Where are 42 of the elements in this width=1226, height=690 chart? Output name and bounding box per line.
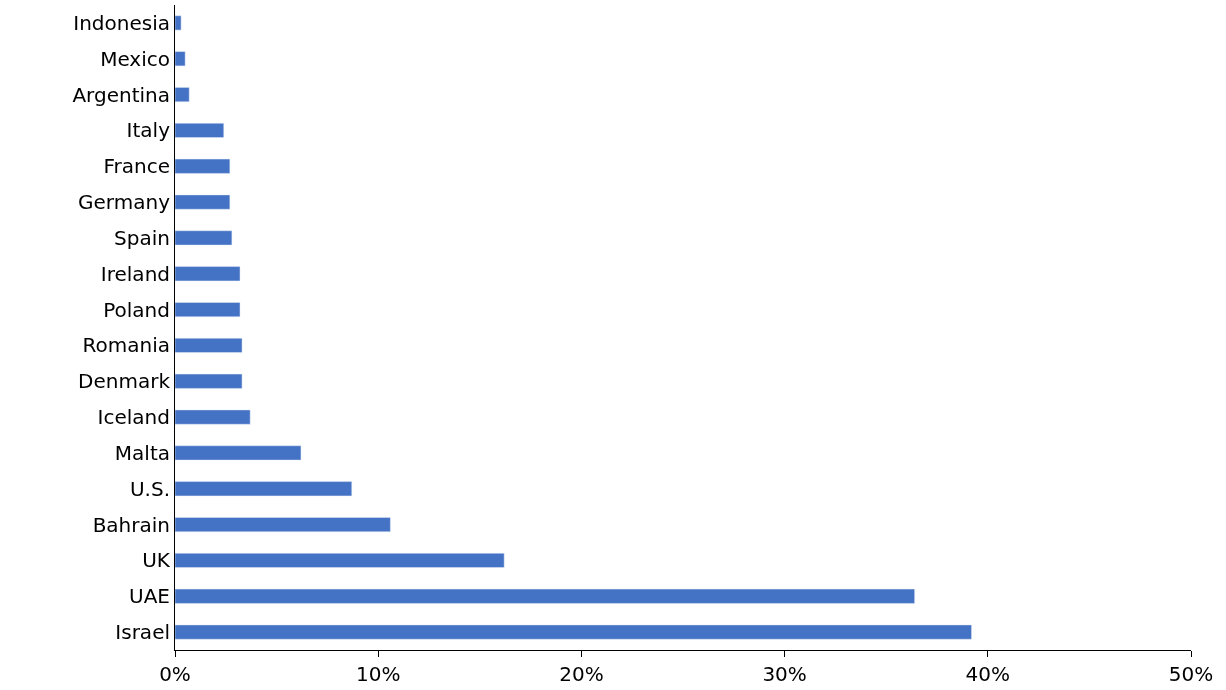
y-tick-label: Israel	[115, 620, 170, 645]
x-tick-label: 20%	[559, 662, 604, 686]
bar	[175, 230, 233, 246]
y-tick-label: France	[103, 154, 170, 179]
x-tick-label: 40%	[965, 662, 1011, 686]
bar	[175, 51, 186, 67]
bar	[175, 87, 190, 102]
bar	[175, 588, 915, 604]
bar	[175, 15, 182, 31]
y-tick-label: Malta	[114, 440, 170, 465]
y-tick-label: Poland	[103, 297, 170, 322]
bar	[175, 302, 241, 317]
bar	[175, 373, 243, 389]
bar	[175, 445, 302, 461]
bar	[175, 338, 243, 353]
y-tick-label: U.S.	[129, 476, 170, 501]
bar	[175, 481, 353, 497]
y-tick-label: UAE	[129, 584, 170, 609]
y-tick-label: Romania	[82, 333, 170, 358]
x-tick-label: 50%	[1168, 662, 1214, 686]
y-tick-label: Spain	[114, 225, 170, 250]
y-tick-label: Germany	[78, 190, 171, 215]
bar	[175, 517, 391, 532]
y-tick-label: Ireland	[100, 261, 170, 286]
y-tick-label: Iceland	[97, 405, 170, 430]
y-tick-label: Indonesia	[73, 10, 170, 35]
x-tick-label: 10%	[355, 662, 401, 686]
bar	[175, 624, 972, 640]
bar	[175, 123, 225, 138]
bar	[175, 158, 231, 174]
y-tick-label: Mexico	[100, 46, 170, 71]
y-tick-label: Argentina	[72, 82, 170, 107]
y-tick-label: Italy	[126, 118, 171, 143]
bar	[175, 266, 241, 282]
bar	[175, 194, 231, 210]
x-tick-label: 0%	[159, 662, 191, 686]
y-tick-label: UK	[142, 548, 171, 573]
y-tick-label: Bahrain	[92, 512, 170, 537]
bar	[175, 409, 251, 425]
bar	[175, 553, 505, 568]
y-tick-label: Denmark	[78, 369, 171, 394]
x-tick-label: 30%	[762, 662, 807, 686]
